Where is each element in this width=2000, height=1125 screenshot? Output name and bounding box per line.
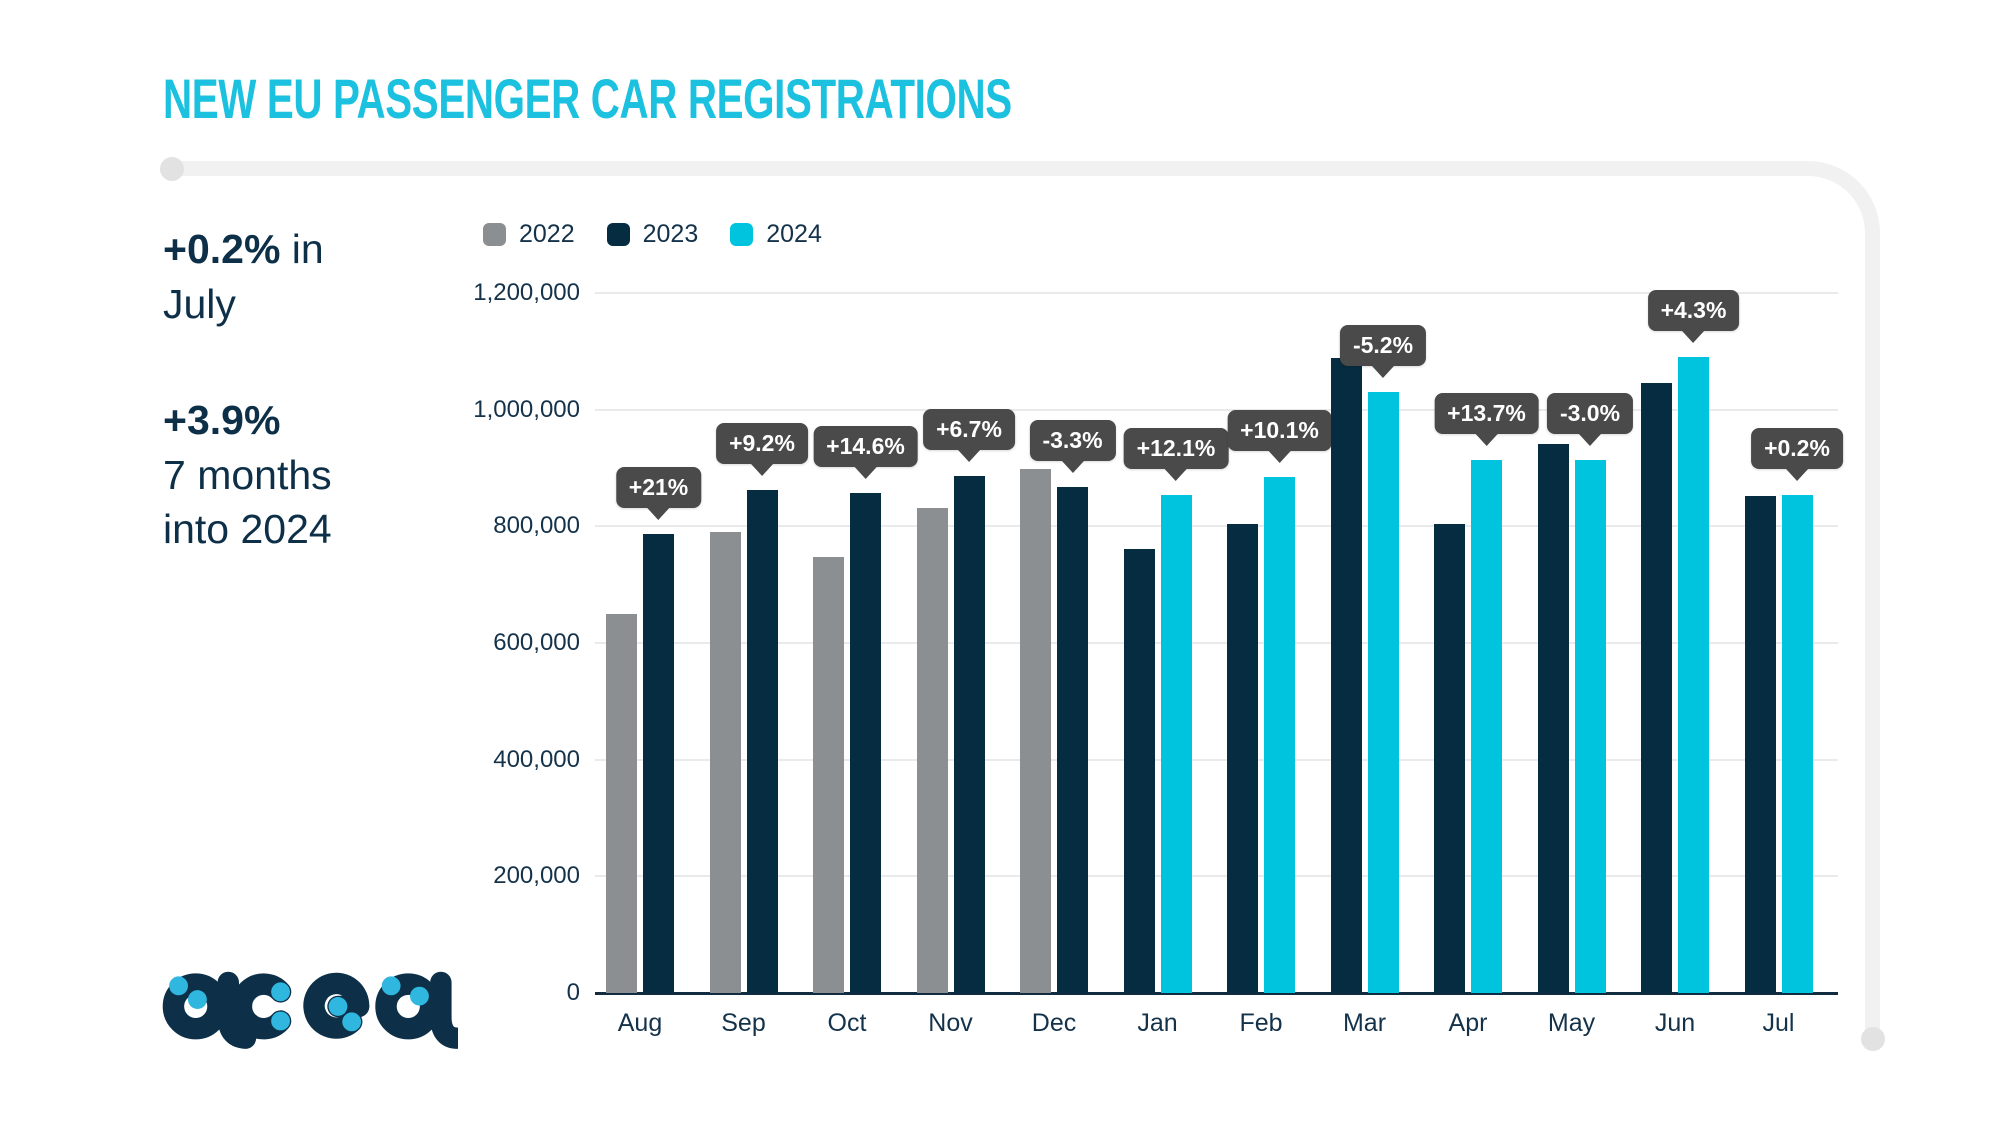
bar-aug-2022 xyxy=(606,613,637,993)
change-tooltip-mar: -5.2% xyxy=(1339,324,1427,366)
legend-swatch-2022 xyxy=(483,223,506,246)
logo-dots xyxy=(169,976,429,1032)
bar-oct-2022 xyxy=(813,556,844,993)
bar-may-2024 xyxy=(1574,460,1606,993)
change-tooltip-apr: +13.7% xyxy=(1434,392,1539,434)
gridline xyxy=(595,875,1838,878)
logo-letter-e xyxy=(303,972,370,1039)
gridline xyxy=(595,525,1838,528)
x-axis-line xyxy=(595,992,1838,995)
bar-nov-2023 xyxy=(953,476,985,993)
y-axis-tick-label: 600,000 xyxy=(493,629,580,656)
bar-sep-2022 xyxy=(709,532,741,993)
x-axis-month-label: Apr xyxy=(1448,1009,1488,1037)
change-tooltip-oct: +14.6% xyxy=(813,426,918,468)
change-tooltip-feb: +10.1% xyxy=(1227,409,1332,451)
x-axis-month-label: Aug xyxy=(617,1009,663,1037)
gridline xyxy=(595,292,1838,294)
logo-letter-a2-stem xyxy=(430,971,458,1049)
change-tooltip-jan: +12.1% xyxy=(1123,428,1229,470)
stats-block: +0.2% in July +3.9% 7 months into 2024 xyxy=(163,222,423,619)
x-axis-month-label: Nov xyxy=(928,1009,973,1037)
legend-item-2024: 2024 xyxy=(730,220,822,249)
x-axis-month-label: Feb xyxy=(1239,1009,1283,1037)
legend-label: 2023 xyxy=(642,220,699,248)
gridline xyxy=(595,642,1838,644)
change-tooltip-dec: -3.3% xyxy=(1029,419,1116,461)
change-tooltip-nov: +6.7% xyxy=(923,409,1015,451)
y-axis-tick-label: 1,200,000 xyxy=(473,279,580,306)
bar-jul-2024 xyxy=(1781,494,1813,993)
bar-mar-2023 xyxy=(1330,358,1362,993)
x-axis-month-label: May xyxy=(1547,1009,1596,1037)
bar-nov-2022 xyxy=(916,508,948,993)
legend-swatch-2024 xyxy=(730,223,754,246)
legend-label: 2024 xyxy=(766,220,822,248)
bar-feb-2024 xyxy=(1264,476,1295,993)
y-axis-tick-label: 400,000 xyxy=(493,745,580,773)
bar-feb-2023 xyxy=(1227,524,1258,993)
legend-item-2023: 2023 xyxy=(606,220,699,249)
x-axis-month-label: Jun xyxy=(1654,1009,1696,1037)
chart-legend: 2022 2023 2024 xyxy=(483,220,822,249)
y-axis-tick-label: 800,000 xyxy=(493,512,580,540)
gridline xyxy=(595,758,1838,761)
logo-letter-a1-stem xyxy=(217,971,257,1049)
y-axis-tick-label: 1,000,000 xyxy=(473,395,580,423)
gridline xyxy=(595,408,1838,411)
bar-aug-2023 xyxy=(643,533,674,993)
acea-logo xyxy=(162,971,458,1049)
change-tooltip-may: -3.0% xyxy=(1546,393,1634,435)
x-axis-month-label: Jan xyxy=(1137,1009,1178,1037)
change-tooltip-aug: +21% xyxy=(615,466,702,508)
decorative-frame-line xyxy=(170,161,1880,1038)
x-axis-month-label: Oct xyxy=(827,1009,867,1037)
legend-label: 2022 xyxy=(519,220,575,248)
x-axis-month-label: Jul xyxy=(1762,1009,1795,1037)
bar-chart: 0 200,000 400,000 600,000 800,000 1,000,000 1,… xyxy=(473,279,1843,1037)
frame-end-dot xyxy=(1861,1027,1885,1051)
logo-letter-c xyxy=(230,973,292,1040)
bar-jan-2023 xyxy=(1123,549,1155,993)
frame-start-dot xyxy=(160,157,184,181)
y-axis-tick-label: 200,000 xyxy=(493,862,580,890)
bar-jan-2024 xyxy=(1160,495,1192,993)
bar-may-2023 xyxy=(1537,444,1569,993)
legend-swatch-2023 xyxy=(606,223,630,246)
y-axis-tick-label: 0 xyxy=(566,979,580,1006)
bar-jul-2023 xyxy=(1744,496,1776,993)
legend-item-2022: 2022 xyxy=(483,220,575,249)
x-axis-month-label: Mar xyxy=(1342,1009,1387,1037)
bar-apr-2023 xyxy=(1434,524,1465,993)
bar-dec-2023 xyxy=(1057,486,1088,993)
bar-apr-2024 xyxy=(1471,459,1502,993)
x-axis-month-label: Dec xyxy=(1031,1009,1077,1037)
change-tooltip-jun: +4.3% xyxy=(1647,289,1740,331)
bar-oct-2023 xyxy=(850,493,881,993)
bar-dec-2022 xyxy=(1020,469,1051,993)
page-title: NEW EU PASSENGER CAR REGISTRATIONS xyxy=(163,67,1012,130)
change-tooltip-sep: +9.2% xyxy=(716,422,808,464)
change-tooltip-jul: +0.2% xyxy=(1751,427,1843,469)
bar-sep-2023 xyxy=(746,489,778,993)
stat-callout: +3.9% 7 months into 2024 xyxy=(163,397,332,553)
bar-mar-2024 xyxy=(1367,391,1399,993)
bar-jun-2023 xyxy=(1641,382,1672,993)
stat-callout: +0.2% in July xyxy=(163,226,324,327)
bar-jun-2024 xyxy=(1678,356,1709,993)
x-axis-month-label: Sep xyxy=(721,1009,766,1037)
